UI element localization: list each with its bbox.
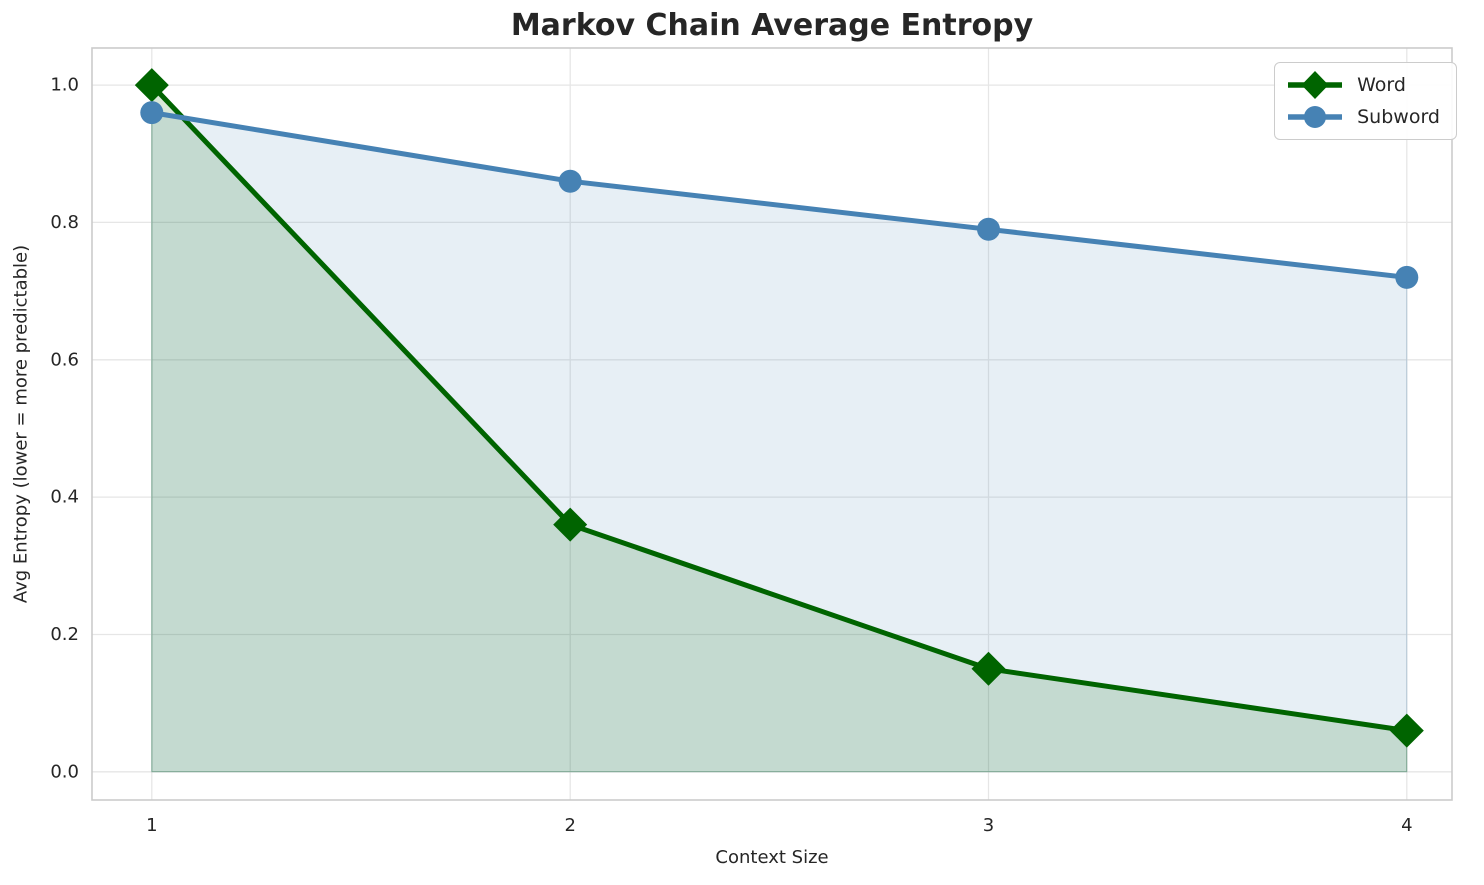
legend-item-word: Word [1285,71,1440,99]
x-axis-label: Context Size [715,847,829,868]
subword-circle-swatch-icon [1285,103,1345,131]
word-line [149,83,1408,734]
subword-marker [558,169,582,193]
subword-marker [140,101,164,125]
y-tick-label: 0.0 [50,761,79,782]
x-tick-label: 3 [983,815,994,836]
y-tick-label: 0.4 [50,487,79,508]
subword-marker [977,217,1000,241]
legend: Word Subword [1274,62,1457,140]
x-tick-label: 4 [1401,815,1412,836]
x-tick-label: 2 [564,815,575,836]
x-tick-label: 1 [146,815,157,836]
word-marker [971,651,1006,686]
y-tick-label: 0.2 [50,624,79,645]
legend-item-subword: Subword [1285,103,1440,131]
chart-title: Markov Chain Average Entropy [510,8,1034,43]
word-marker [1389,713,1424,748]
subword-line [151,110,1408,280]
y-tick-label: 0.6 [50,349,79,370]
word-marker [134,68,169,103]
y-tick-label: 1.0 [50,75,79,96]
legend-label: Subword [1357,106,1440,128]
legend-label: Word [1357,74,1406,96]
y-axis-label: Avg Entropy (lower = more predictable) [10,244,32,604]
axes-border [91,47,1453,801]
subword-marker [1395,265,1419,289]
word-marker [553,507,588,542]
y-tick-label: 0.8 [50,212,79,233]
word-diamond-swatch-icon [1285,71,1345,99]
